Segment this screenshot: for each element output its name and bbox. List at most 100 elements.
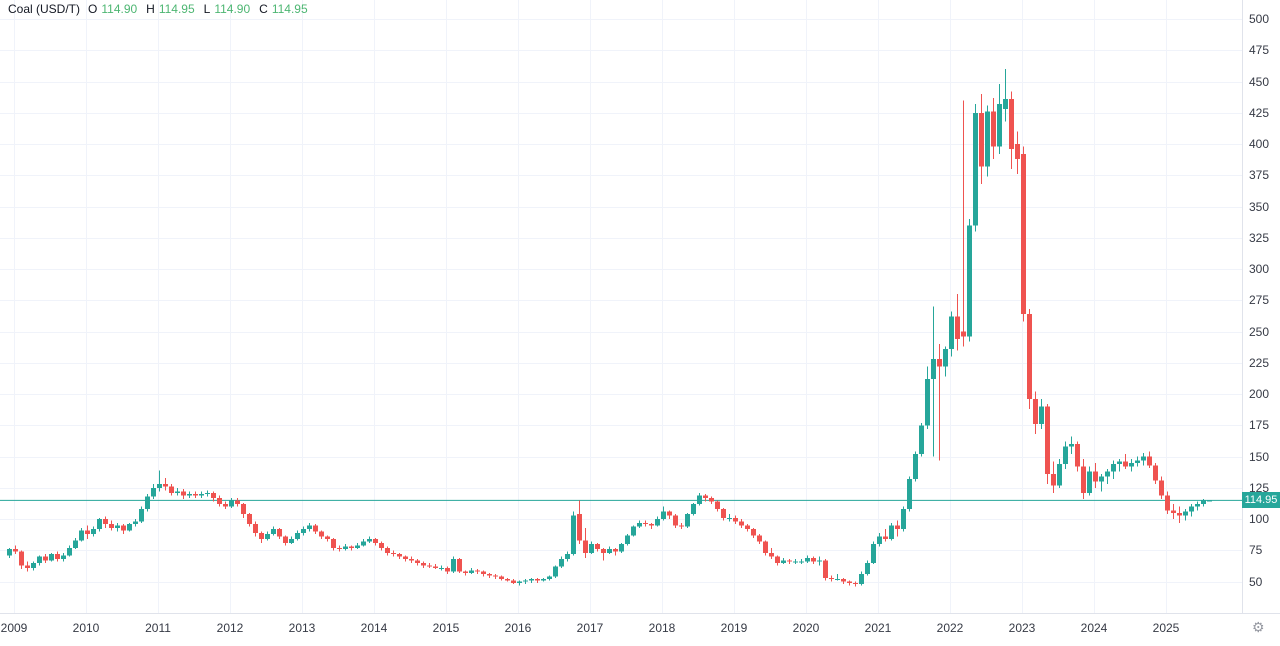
price-tick-label: 75 <box>1249 543 1263 558</box>
candle-body <box>115 525 120 528</box>
candle-body <box>913 454 918 479</box>
candle-body <box>325 536 330 539</box>
candle-body <box>787 560 792 562</box>
candle-body <box>1075 444 1080 467</box>
candle-body <box>865 562 870 574</box>
candle-body <box>151 487 156 497</box>
candle-body <box>805 557 810 562</box>
candle-body <box>1105 471 1110 477</box>
candle-body <box>577 514 582 541</box>
high-label: H <box>146 2 155 16</box>
time-tick-label: 2015 <box>432 621 460 635</box>
candle-body <box>193 494 198 496</box>
candle-body <box>1201 500 1206 504</box>
price-axis[interactable]: 500 475 450 425 400 375 350 325 300 275 250 225 200 1… <box>1242 0 1280 613</box>
candle-body <box>535 579 540 581</box>
candle-body <box>739 521 744 526</box>
candle-body <box>655 519 660 526</box>
candle-body <box>889 525 894 539</box>
candle-body <box>367 539 372 542</box>
price-tick-label: 375 <box>1249 168 1270 183</box>
candle-body <box>757 535 762 542</box>
candle-body <box>883 536 888 539</box>
price-tick-label: 125 <box>1249 480 1270 495</box>
candle-body <box>967 225 972 337</box>
candle-body <box>973 112 978 226</box>
candle-body <box>1183 511 1188 516</box>
time-tick-label: 2024 <box>1080 621 1108 635</box>
candle-body <box>1045 406 1050 474</box>
candle-body <box>433 566 438 568</box>
candle-body <box>235 500 240 504</box>
candle-body <box>145 496 150 509</box>
candle-body <box>661 511 666 519</box>
candle-body <box>1027 314 1032 399</box>
candle-body <box>319 531 324 537</box>
candle-body <box>469 570 474 573</box>
candle-body <box>199 494 204 496</box>
candle-body <box>517 581 522 583</box>
candle-body <box>1111 464 1116 472</box>
candle-body <box>775 556 780 563</box>
candle-body <box>217 497 222 504</box>
last-price-label: 114.95 <box>1242 492 1280 509</box>
candle-body <box>895 525 900 529</box>
candle-body <box>451 559 456 572</box>
candle-body <box>121 525 126 531</box>
candle-body <box>541 579 546 581</box>
candle-body <box>229 500 234 507</box>
candle-body <box>277 529 282 537</box>
candle-body <box>349 546 354 548</box>
candle-body <box>979 112 984 167</box>
symbol-name[interactable]: Coal (USD/T) <box>8 2 81 16</box>
time-tick-label: 2022 <box>936 621 964 635</box>
price-tick-label: 225 <box>1249 355 1270 370</box>
candle-body <box>97 519 102 529</box>
candle-body <box>847 581 852 583</box>
candle-body <box>925 379 930 426</box>
candle-body <box>937 359 942 367</box>
candle-body <box>211 492 216 498</box>
time-tick-label: 2025 <box>1152 621 1180 635</box>
candle-body <box>529 579 534 581</box>
candle-body <box>247 514 252 524</box>
candle-body <box>811 557 816 562</box>
price-tick-label: 275 <box>1249 293 1270 308</box>
candle-body <box>1063 446 1068 464</box>
candle-body <box>1069 444 1074 447</box>
candle-body <box>19 551 24 566</box>
candle-body <box>1123 461 1128 467</box>
candle-body <box>799 561 804 563</box>
candle-body <box>505 579 510 581</box>
candle-body <box>373 539 378 543</box>
candle-body <box>1039 406 1044 424</box>
candle-body <box>511 580 516 583</box>
price-tick-label: 200 <box>1249 387 1270 401</box>
time-tick-label: 2009 <box>0 621 28 635</box>
candle-body <box>295 532 300 539</box>
time-tick-label: 2011 <box>145 621 171 635</box>
candle-body <box>859 574 864 584</box>
open-value: 114.90 <box>101 2 138 16</box>
time-axis[interactable]: 2009 2010 2011 2012 2013 2014 2015 2016 2017 2018… <box>0 613 1280 646</box>
candle-body <box>7 549 12 556</box>
candle-body <box>139 509 144 522</box>
price-tick-label: 300 <box>1249 262 1270 276</box>
price-tick-label: 175 <box>1249 418 1270 433</box>
price-tick-label: 50 <box>1249 574 1263 589</box>
candle-body <box>691 504 696 514</box>
candle-body <box>643 522 648 524</box>
low-label: L <box>203 2 211 16</box>
candle-body <box>1165 495 1170 511</box>
axis-settings-gear-icon[interactable]: ⚙ <box>1252 619 1265 635</box>
candle-body <box>31 562 36 568</box>
candle-body <box>685 514 690 527</box>
candle-body <box>703 495 708 498</box>
candle-body <box>955 316 960 339</box>
candle-body <box>43 556 48 561</box>
candle-body <box>1081 466 1086 493</box>
candle-body <box>709 497 714 502</box>
low-value: 114.90 <box>214 2 251 16</box>
time-tick-label: 2012 <box>216 621 244 635</box>
